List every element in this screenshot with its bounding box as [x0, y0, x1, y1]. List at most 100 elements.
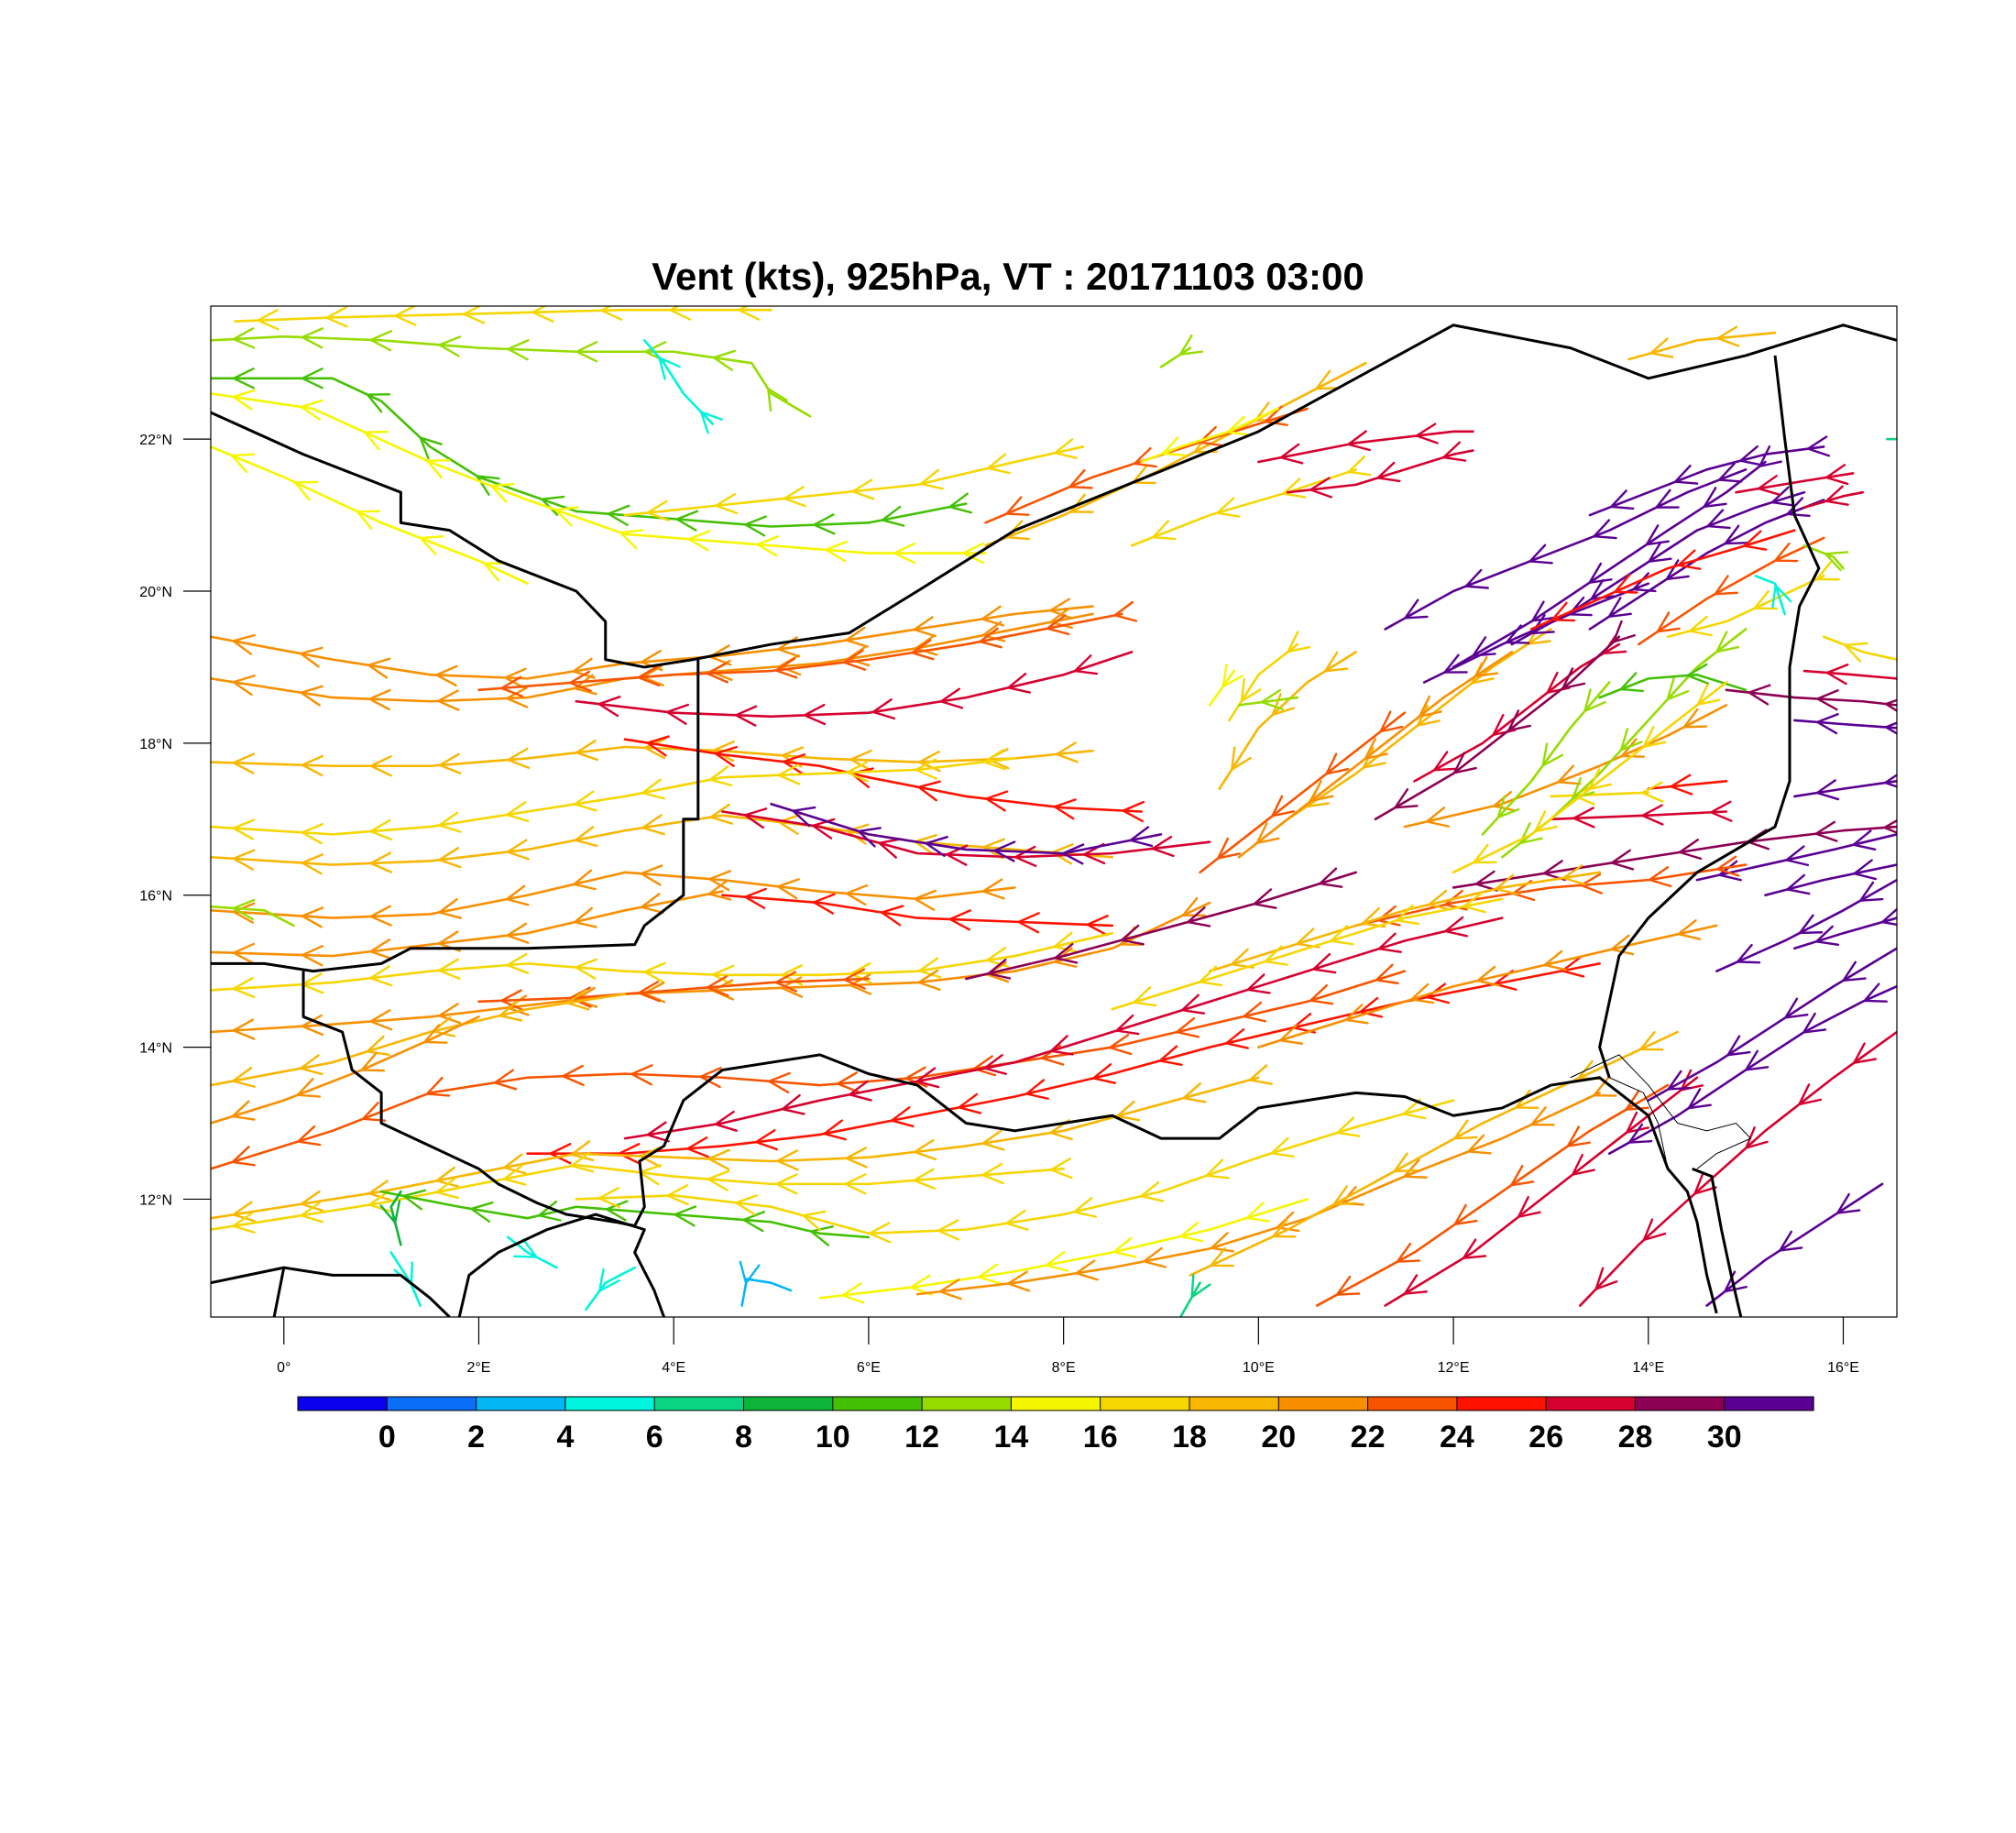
wind-arrow: [1073, 1196, 1098, 1218]
wind-arrow: [504, 667, 527, 689]
wind-arrow: [1253, 888, 1277, 909]
wind-arrow: [1330, 925, 1354, 946]
wind-arrow: [1161, 436, 1187, 457]
wind-arrow: [739, 1260, 761, 1285]
wind-arrow: [734, 705, 758, 727]
wind-arrow: [1364, 737, 1388, 760]
wind-arrow: [568, 670, 592, 692]
wind-arrow: [783, 753, 806, 775]
wind-arrow: [646, 1121, 670, 1143]
streamline: [1588, 497, 1825, 631]
streamline: [1550, 800, 1733, 829]
wind-arrow: [1806, 435, 1831, 457]
wind-arrow: [1133, 447, 1158, 468]
wind-arrow: [1395, 904, 1420, 926]
lat-tick-label: 14°N: [139, 1041, 172, 1057]
wind-arrow: [641, 893, 664, 915]
colorbar-label: 18: [1172, 1420, 1207, 1454]
lon-tick-label: 12°E: [1438, 1360, 1470, 1376]
wind-arrow: [846, 823, 870, 845]
wind-arrow: [1626, 1111, 1650, 1134]
streamline: [984, 405, 1309, 524]
wind-arrow: [802, 1210, 827, 1232]
wind-arrow: [232, 368, 255, 390]
wind-arrow: [476, 475, 500, 496]
streamline: [1754, 575, 1792, 616]
colorbar-label: 28: [1618, 1420, 1653, 1454]
wind-arrow: [1779, 1230, 1803, 1252]
wind-arrow: [506, 952, 530, 975]
colorbar-swatch: [298, 1397, 388, 1410]
colorbar-label: 16: [1083, 1420, 1118, 1454]
streamline: [1666, 561, 1840, 639]
streamline: [211, 989, 627, 1088]
wind-arrow: [1568, 596, 1593, 617]
wind-arrow: [356, 510, 381, 530]
colorbar-label: 0: [378, 1420, 396, 1454]
wind-arrow: [426, 458, 451, 479]
wind-arrow: [1474, 870, 1498, 892]
wind-arrow: [1133, 986, 1157, 1007]
wind-arrow: [1824, 485, 1849, 506]
wind-arrow: [1816, 712, 1839, 735]
wind-arrow: [1583, 688, 1606, 713]
country-border: [1692, 1167, 1743, 1317]
wind-arrow: [232, 389, 256, 411]
wind-arrow: [844, 1173, 867, 1195]
wind-arrow: [675, 510, 699, 532]
wind-arrow: [232, 675, 256, 697]
wind-arrow: [1158, 1045, 1183, 1066]
wind-arrow: [600, 306, 623, 321]
wind-arrow: [972, 1055, 997, 1077]
wind-arrow: [232, 327, 256, 349]
wind-arrow: [1335, 1275, 1361, 1296]
wind-arrow: [1180, 993, 1206, 1015]
colorbar-swatch: [922, 1397, 1012, 1410]
wind-arrow: [1116, 1100, 1141, 1122]
wind-arrow: [232, 633, 256, 655]
wind-arrow: [301, 823, 324, 845]
wind-arrow: [1463, 892, 1486, 914]
streamline: [1208, 664, 1244, 707]
wind-arrow: [1594, 1267, 1618, 1290]
wind-arrow: [1528, 543, 1553, 565]
wind-arrow: [1557, 764, 1582, 785]
wind-arrow: [232, 752, 256, 774]
wind-arrow: [423, 1024, 448, 1044]
wind-arrow: [573, 906, 597, 928]
wind-arrow: [904, 1066, 928, 1088]
map-title: Vent (kts), 925hPa, VT : 20171103 03:00: [652, 255, 1364, 298]
colorbar-label: 22: [1351, 1420, 1386, 1454]
wind-arrow: [425, 1076, 451, 1097]
wind-arrow: [643, 738, 667, 760]
wind-arrow: [463, 306, 486, 324]
wind-arrow: [1853, 859, 1878, 881]
colorbar-swatch: [1724, 1397, 1814, 1410]
wind-arrow: [1178, 334, 1203, 356]
wind-arrow: [1641, 781, 1664, 803]
wind-arrow: [706, 975, 729, 997]
wind-arrow: [1530, 1106, 1555, 1126]
wind-arrow: [792, 806, 816, 828]
wind-arrow: [708, 765, 733, 787]
wind-arrow: [1655, 488, 1680, 509]
streamline: [818, 1198, 1309, 1304]
wind-arrow: [643, 961, 666, 983]
streamline: [1529, 529, 1796, 631]
wind-arrow: [1347, 456, 1372, 477]
colorbar-swatch: [387, 1397, 477, 1410]
wind-arrow: [1706, 509, 1731, 530]
wind-arrow: [1225, 1028, 1249, 1049]
colorbar-label: 6: [646, 1420, 663, 1454]
wind-arrow: [1639, 1031, 1664, 1051]
streamline: [1384, 1069, 1704, 1307]
wind-arrow: [917, 780, 941, 802]
lat-tick-label: 12°N: [139, 1192, 172, 1208]
wind-arrow: [915, 1067, 940, 1089]
latitude-axis: 22°N 20°N 18°N 16°N 14°N 12°N: [139, 433, 211, 1208]
wind-arrow: [744, 887, 767, 909]
wind-arrow: [1689, 615, 1713, 637]
wind-arrow: [708, 870, 732, 892]
wind-arrow: [1279, 443, 1304, 465]
